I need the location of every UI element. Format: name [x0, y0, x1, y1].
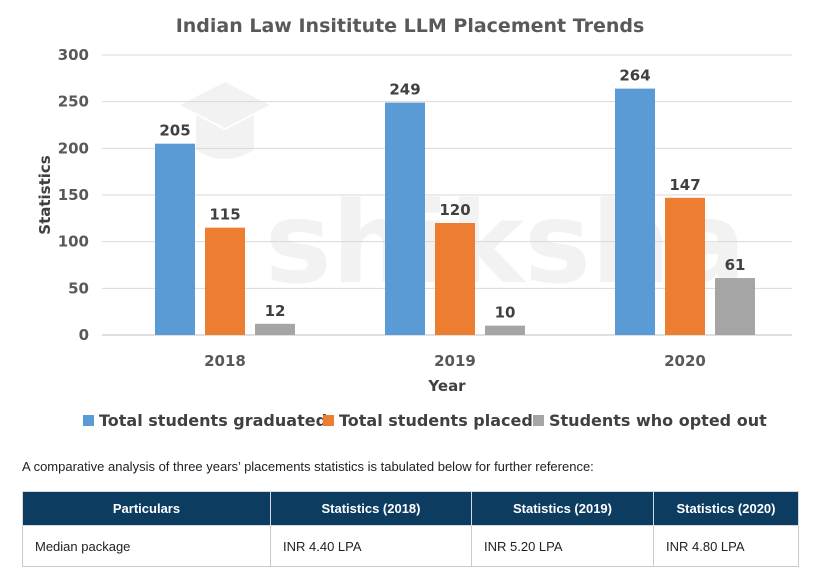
bar — [255, 323, 295, 335]
data-label: 115 — [209, 206, 240, 224]
x-tick-label: 2020 — [664, 352, 706, 370]
y-tick-label: 300 — [58, 46, 89, 64]
table-header-cell: Statistics (2020) — [653, 491, 799, 526]
bar — [485, 325, 525, 335]
data-label: 264 — [619, 67, 650, 85]
bar — [205, 227, 245, 335]
data-label: 120 — [439, 201, 470, 219]
chart-title: Indian Law Insititute LLM Placement Tren… — [176, 15, 645, 37]
table-cell: INR 4.40 LPA — [270, 525, 472, 567]
data-label: 61 — [725, 256, 746, 274]
table-row: Median package INR 4.40 LPA INR 5.20 LPA… — [22, 525, 799, 567]
x-tick-label: 2018 — [204, 352, 246, 370]
x-axis-label: Year — [427, 377, 466, 395]
bar — [665, 197, 705, 335]
table-cell: Median package — [22, 525, 271, 567]
y-tick-label: 0 — [79, 326, 89, 344]
legend-label: Total students graduated — [99, 411, 327, 430]
data-label: 12 — [265, 302, 286, 320]
data-label: 147 — [669, 176, 700, 194]
table-header-cell: Statistics (2018) — [270, 491, 472, 526]
table-header-cell: Statistics (2019) — [471, 491, 654, 526]
placement-stats-table: Particulars Statistics (2018) Statistics… — [22, 491, 799, 567]
legend-swatch — [83, 415, 94, 426]
table-cell: INR 5.20 LPA — [471, 525, 654, 567]
legend-label: Students who opted out — [549, 411, 767, 430]
table-cell: INR 4.80 LPA — [653, 525, 799, 567]
bar-layer — [155, 88, 755, 335]
bar — [385, 102, 425, 335]
x-tick-label: 2019 — [434, 352, 476, 370]
label-layer: Indian Law Insititute LLM Placement Tren… — [36, 15, 745, 395]
y-tick-label: 200 — [58, 139, 89, 157]
legend-label: Total students placed — [339, 411, 533, 430]
data-label: 10 — [495, 304, 516, 322]
y-axis-label: Statistics — [36, 155, 54, 235]
placement-bar-chart: shiksha Indian Law Insititute LLM Placem… — [36, 15, 792, 430]
legend-swatch — [323, 415, 334, 426]
y-tick-label: 50 — [68, 279, 89, 297]
y-tick-label: 250 — [58, 93, 89, 111]
data-label: 249 — [389, 81, 420, 99]
table-header-cell: Particulars — [22, 491, 271, 526]
bar — [615, 88, 655, 335]
bar — [715, 278, 755, 335]
bar — [155, 143, 195, 335]
legend-layer: Total students graduated Total students p… — [83, 411, 767, 430]
bar — [435, 223, 475, 335]
y-tick-label: 100 — [58, 233, 89, 251]
data-label: 205 — [159, 122, 190, 140]
table-header-row: Particulars Statistics (2018) Statistics… — [22, 491, 799, 526]
intro-text: A comparative analysis of three years’ p… — [22, 459, 594, 474]
y-tick-label: 150 — [58, 186, 89, 204]
legend-swatch — [533, 415, 544, 426]
